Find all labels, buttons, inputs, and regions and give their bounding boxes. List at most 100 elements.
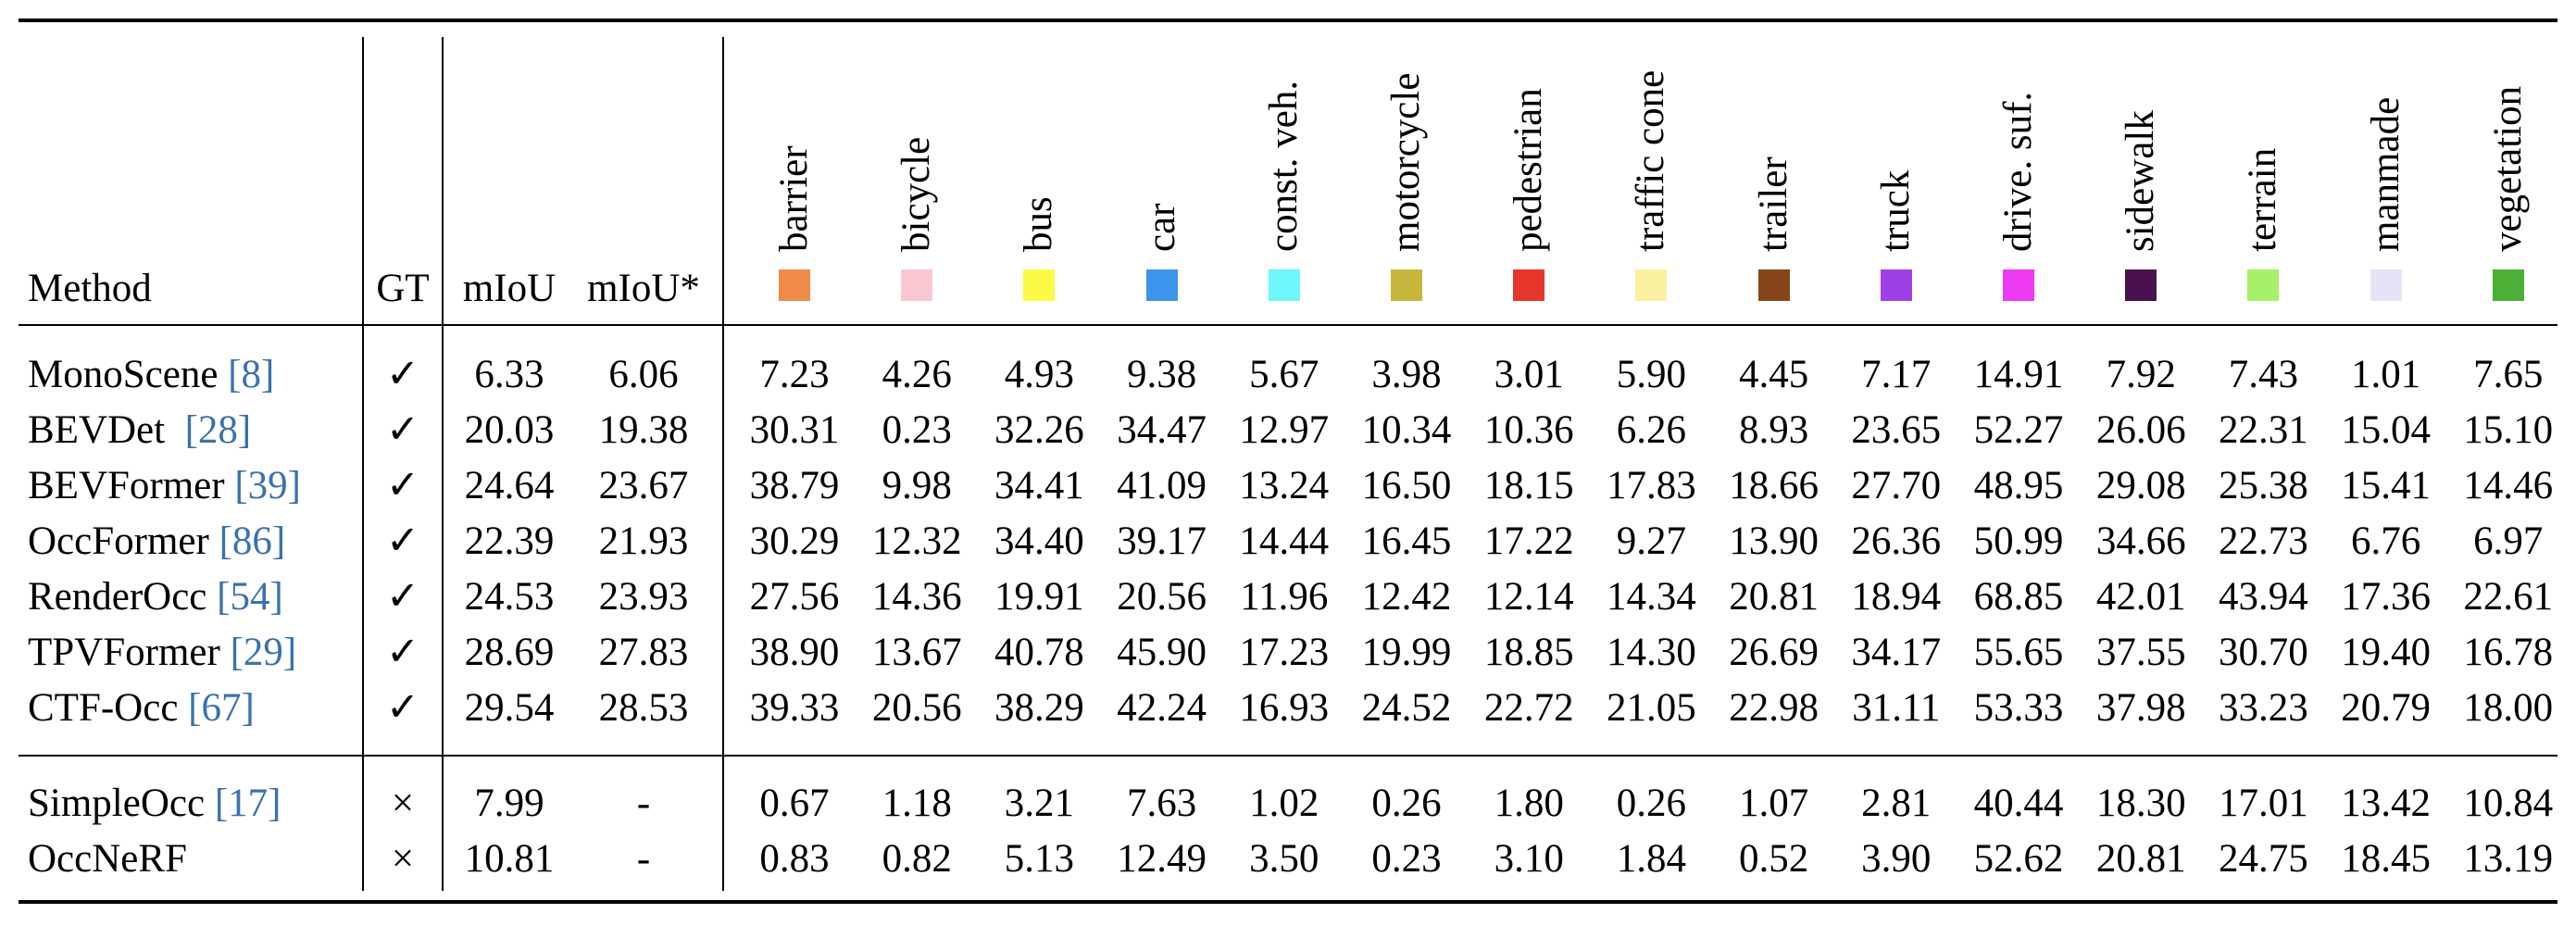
class-iou-value: 1.02 [1249, 782, 1319, 825]
citation-link[interactable]: [39] [234, 464, 301, 507]
citation-link[interactable]: [29] [230, 631, 297, 674]
class-iou-value: 27.70 [1851, 464, 1942, 507]
class-iou-value: 39.33 [749, 686, 840, 730]
class-label: trailer [1751, 156, 1795, 252]
gt-mark: × [391, 837, 415, 881]
class-iou-value: 34.17 [1851, 631, 1942, 674]
class-iou-value: 13.19 [2463, 837, 2554, 881]
method-name: RenderOcc [54] [28, 569, 283, 625]
miou-classes-divider [722, 37, 724, 891]
class-iou-value: 16.45 [1361, 519, 1452, 563]
class-iou-value: 19.40 [2341, 631, 2431, 674]
class-iou-value: 14.30 [1607, 631, 1696, 674]
miou-star-value: 6.06 [608, 353, 679, 396]
class-iou-value: 18.66 [1729, 464, 1819, 507]
method-label: SimpleOcc [28, 782, 215, 825]
method-label: OccNeRF [28, 837, 187, 881]
class-iou-value: 17.83 [1607, 464, 1696, 507]
class-iou-value: 4.93 [1004, 353, 1075, 396]
miou-star-value: 27.83 [598, 631, 689, 674]
class-iou-value: 0.26 [1371, 782, 1442, 825]
class-iou-value: 18.00 [2463, 686, 2554, 730]
class-iou-value: 0.67 [759, 782, 830, 825]
class-iou-value: 16.78 [2463, 631, 2554, 674]
class-iou-value: 20.56 [1117, 575, 1207, 619]
class-iou-value: 0.82 [882, 837, 952, 881]
class-iou-value: 50.99 [1973, 519, 2064, 563]
class-iou-value: 10.34 [1361, 408, 1452, 452]
miou-star-value: 28.53 [598, 686, 689, 730]
class-label: barrier [772, 145, 816, 252]
class-iou-value: 26.36 [1851, 519, 1942, 563]
miou-value: 29.54 [464, 686, 555, 730]
class-iou-value: 13.24 [1239, 464, 1330, 507]
class-iou-value: 19.91 [994, 575, 1084, 619]
gt-mark: ✓ [385, 575, 420, 619]
miou-value: 22.39 [464, 519, 555, 563]
class-label: vegetation [2485, 85, 2530, 252]
miou-value: 6.33 [474, 353, 544, 396]
class-iou-value: 34.47 [1117, 408, 1207, 452]
class-label: manmade [2363, 96, 2407, 252]
class-iou-value: 1.01 [2350, 353, 2421, 396]
miou-value: 24.53 [464, 575, 555, 619]
class-label: bus [1017, 196, 1061, 252]
method-name: OccNeRF [28, 832, 187, 887]
citation-link[interactable]: [86] [219, 519, 286, 563]
citation-link[interactable]: [8] [228, 353, 275, 396]
class-color-swatch [1757, 269, 1790, 301]
gt-mark: ✓ [385, 408, 420, 452]
class-iou-value: 7.17 [1861, 353, 1932, 396]
class-label: terrain [2241, 147, 2285, 252]
method-name: SimpleOcc [17] [28, 776, 281, 832]
class-iou-value: 30.70 [2219, 631, 2308, 674]
class-color-swatch [2003, 269, 2034, 301]
method-name: CTF-Occ [67] [28, 681, 255, 736]
class-iou-value: 43.94 [2219, 575, 2308, 619]
class-iou-value: 52.62 [1973, 837, 2064, 881]
class-iou-value: 14.44 [1239, 519, 1330, 563]
class-label: pedestrian [1507, 88, 1551, 252]
class-iou-value: 16.50 [1361, 464, 1452, 507]
citation-link[interactable]: [28] [184, 408, 252, 452]
class-iou-value: 30.29 [749, 519, 840, 563]
method-name: OccFormer [86] [28, 514, 285, 569]
class-label: truck [1873, 169, 1918, 252]
class-color-swatch [2370, 269, 2402, 301]
class-iou-value: 10.36 [1483, 408, 1574, 452]
class-iou-value: 12.97 [1239, 408, 1330, 452]
miou-star-value: - [636, 837, 651, 881]
class-iou-value: 23.65 [1851, 408, 1942, 452]
class-iou-value: 37.55 [2095, 631, 2186, 674]
class-iou-value: 17.22 [1483, 519, 1574, 563]
class-iou-value: 32.26 [994, 408, 1084, 452]
class-label: drive. suf. [1996, 91, 2040, 252]
miou-value: 10.81 [464, 837, 555, 881]
miou-value: 28.69 [464, 631, 555, 674]
class-iou-value: 55.65 [1973, 631, 2064, 674]
citation-link[interactable]: [17] [214, 782, 281, 825]
class-iou-value: 40.44 [1973, 782, 2064, 825]
class-iou-value: 5.90 [1616, 353, 1687, 396]
class-iou-value: 3.50 [1249, 837, 1319, 881]
class-iou-value: 0.83 [759, 837, 830, 881]
method-name: MonoScene [8] [28, 347, 274, 403]
class-iou-value: 3.21 [1004, 782, 1075, 825]
class-iou-value: 18.45 [2341, 837, 2431, 881]
class-iou-value: 29.08 [2095, 464, 2186, 507]
class-iou-value: 7.92 [2106, 353, 2176, 396]
class-iou-value: 14.46 [2463, 464, 2554, 507]
class-color-swatch [1268, 269, 1300, 301]
class-iou-value: 12.14 [1483, 575, 1574, 619]
miou-value: 7.99 [474, 782, 544, 825]
class-color-swatch [1513, 269, 1545, 301]
class-color-swatch [2125, 269, 2157, 301]
citation-link[interactable]: [54] [217, 575, 283, 619]
class-iou-value: 22.98 [1729, 686, 1819, 730]
class-color-swatch [901, 269, 933, 301]
class-iou-value: 20.56 [871, 686, 962, 730]
class-iou-value: 1.80 [1494, 782, 1564, 825]
class-iou-value: 15.10 [2463, 408, 2554, 452]
citation-link[interactable]: [67] [188, 686, 255, 730]
class-iou-value: 12.32 [871, 519, 962, 563]
